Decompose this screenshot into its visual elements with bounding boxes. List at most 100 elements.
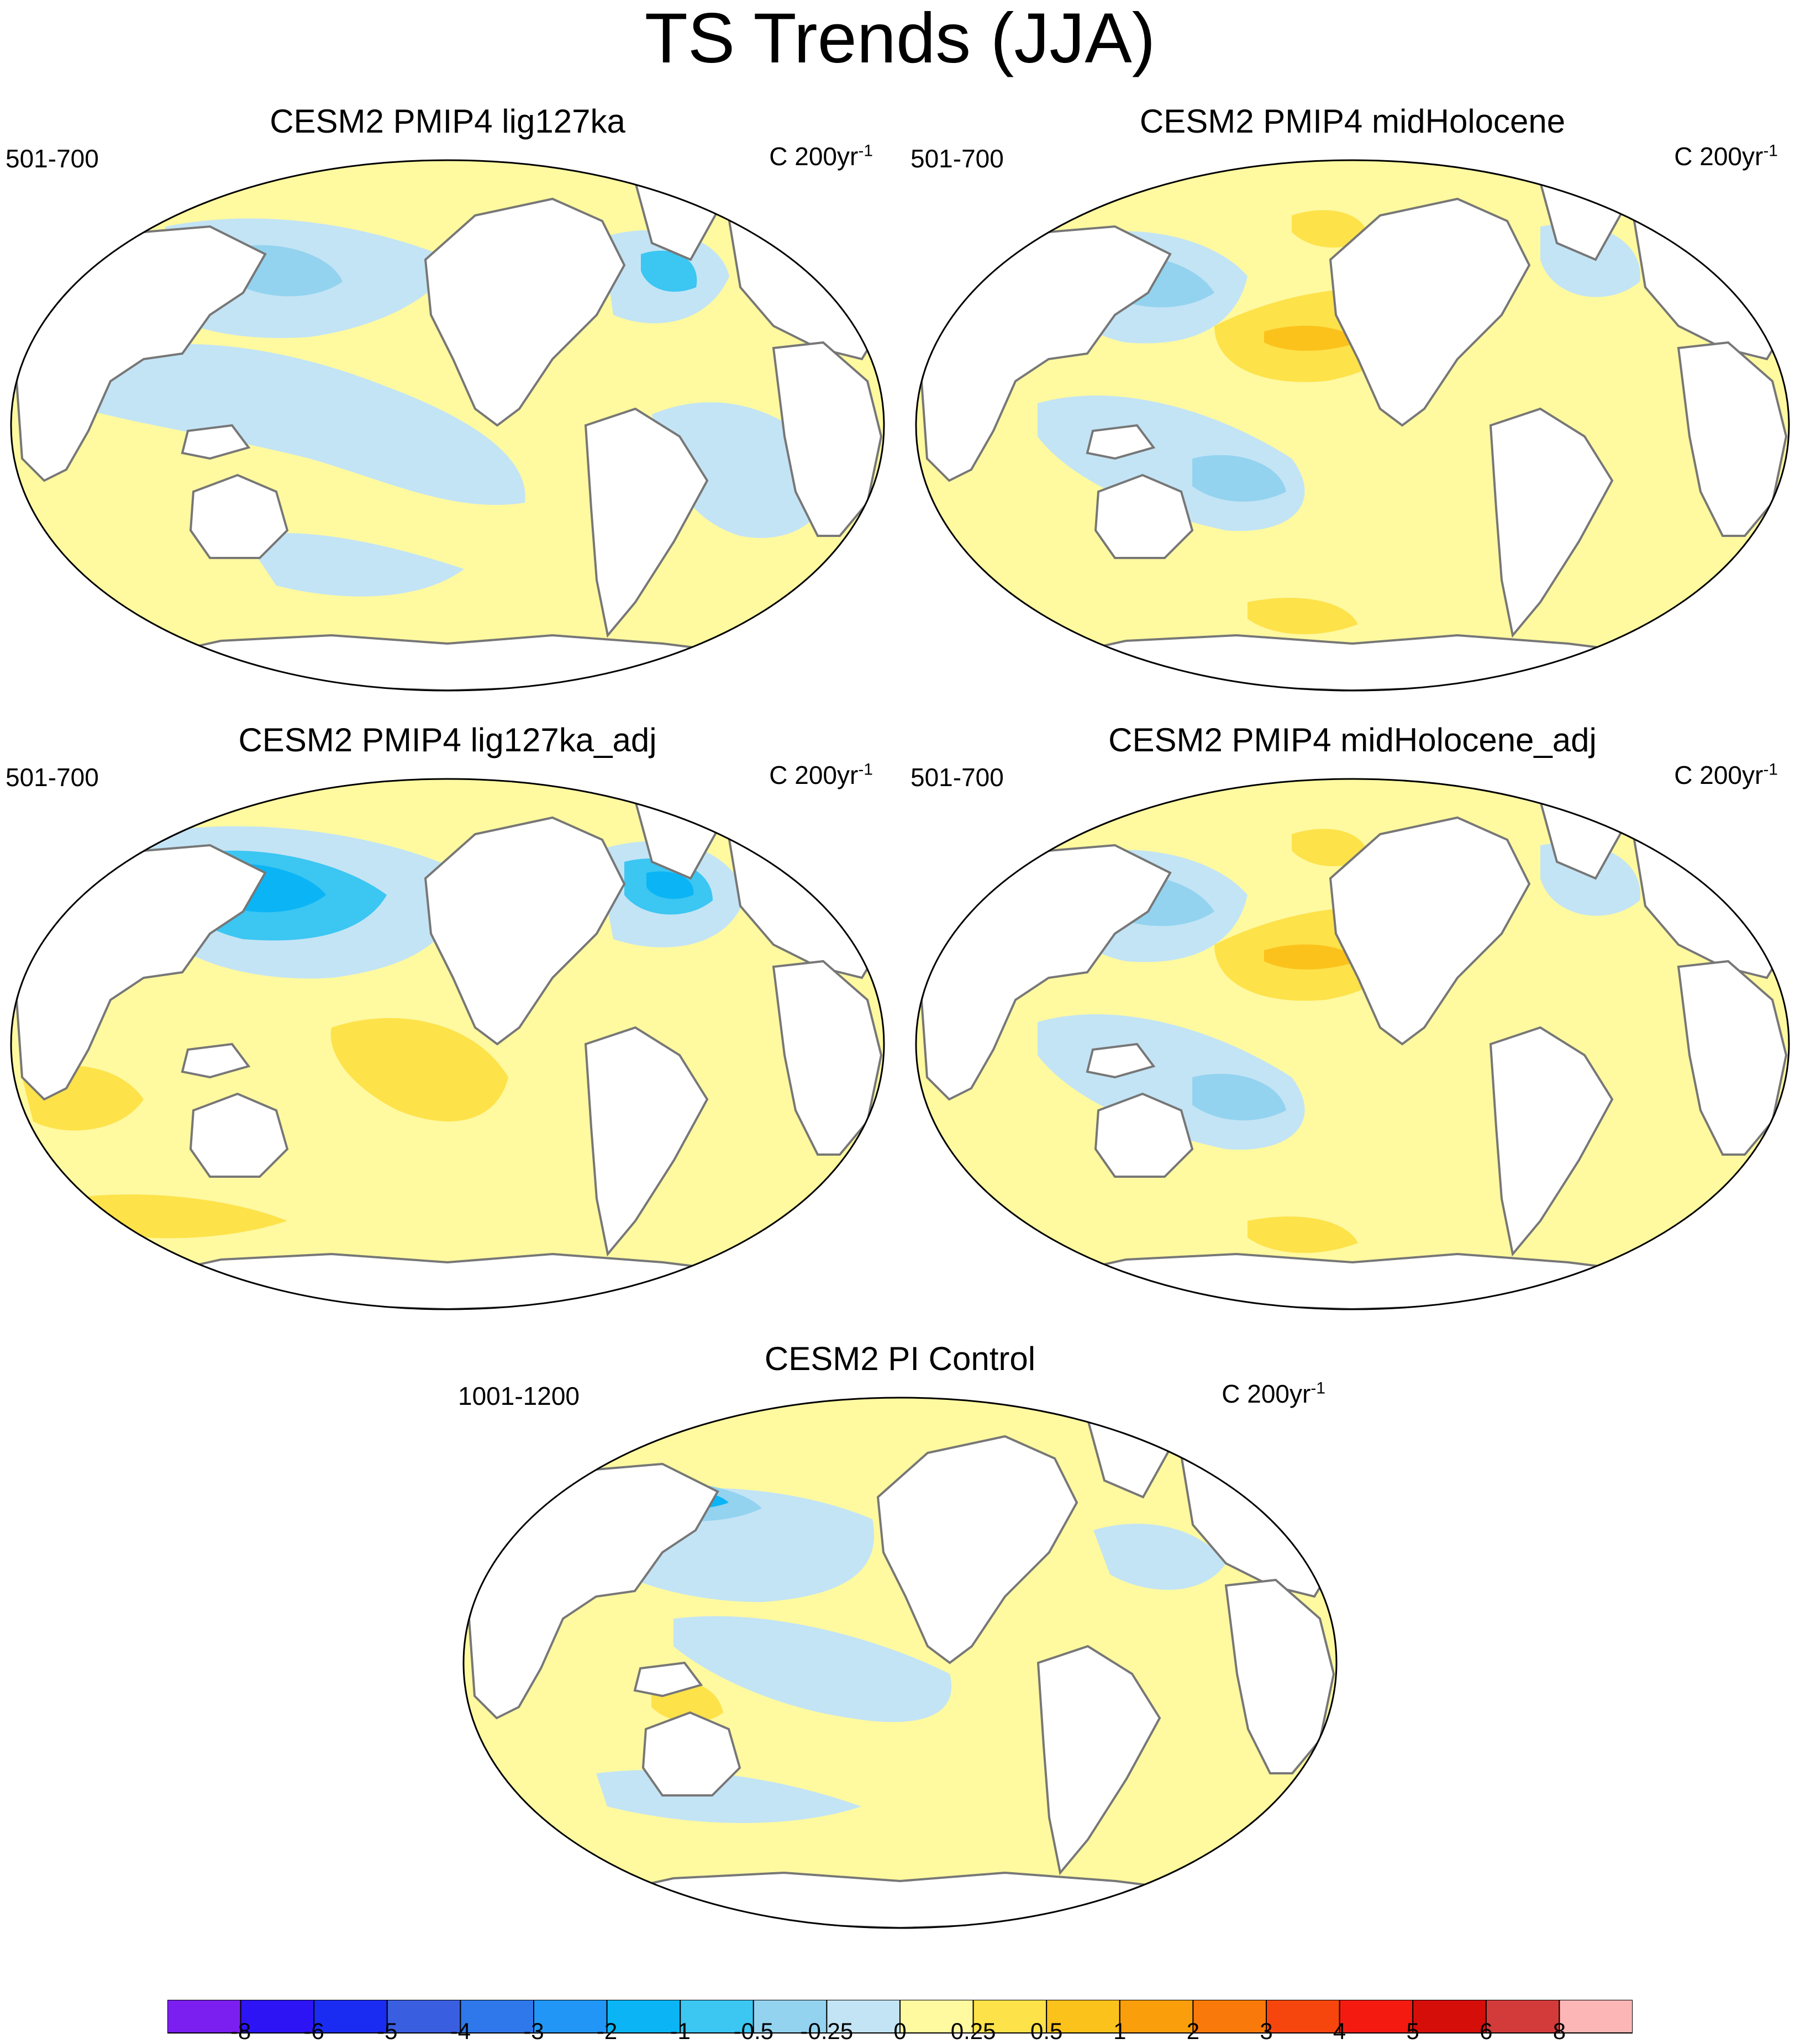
map-midholocene xyxy=(915,159,1790,692)
colorbar-tick-label: 3 xyxy=(1260,2018,1273,2044)
units-label: C 200yr-1 xyxy=(1674,141,1778,171)
anomaly-region xyxy=(1248,598,1358,635)
colorbar-box xyxy=(1046,2000,1120,2034)
land-maritime-continent xyxy=(181,424,251,460)
year-range: 1001-1200 xyxy=(458,1382,580,1410)
anomaly-region xyxy=(1264,325,1358,351)
year-range: 501-700 xyxy=(910,144,1004,173)
anomaly-region xyxy=(83,344,525,505)
colorbar-box xyxy=(972,2000,1048,2034)
colorbar-tick-label: 1 xyxy=(1113,2018,1127,2044)
colorbar-box xyxy=(460,2000,535,2034)
panel-title: CESM2 PMIP4 lig127ka xyxy=(270,103,625,140)
land-north-america xyxy=(424,816,626,1046)
anomaly-region xyxy=(646,871,694,899)
anomaly-region xyxy=(1093,1524,1226,1590)
colorbar-tick-label: -5 xyxy=(377,2018,398,2044)
land-maritime-continent xyxy=(181,1042,251,1079)
anomaly-region xyxy=(1192,455,1286,502)
panel-title: CESM2 PMIP4 midHolocene_adj xyxy=(1108,721,1597,758)
colorbar-tick-label: -3 xyxy=(523,2018,544,2044)
map-border xyxy=(915,159,1790,692)
land-south-america xyxy=(1036,1645,1161,1876)
land-north-america xyxy=(424,197,626,427)
land-maritime-continent xyxy=(1086,1042,1156,1079)
land-maritime-continent xyxy=(633,1661,703,1698)
colorbar-tick-label: 4 xyxy=(1333,2018,1346,2044)
land-south-america xyxy=(1489,407,1614,638)
land-australia xyxy=(1094,1092,1194,1178)
land-africa xyxy=(1224,1578,1335,1774)
land-australia xyxy=(189,473,289,559)
land-australia xyxy=(641,1711,741,1797)
year-range: 501-700 xyxy=(910,763,1004,792)
anomaly-region xyxy=(641,250,697,292)
colorbar-labels: -8 -6 -5 -4 -3 -2 -1 -0.5 -0.25 0 0.25 0.5 1 2 3 4 5 6 8 xyxy=(0,2019,1800,2044)
land-australia xyxy=(1094,473,1194,559)
land-north-america xyxy=(876,1435,1078,1664)
colorbar-box xyxy=(1485,2000,1560,2034)
colorbar-tick-label: 8 xyxy=(1552,2018,1566,2044)
map-pi-control xyxy=(462,1397,1338,1929)
colorbar-box xyxy=(1192,2000,1267,2034)
map-border xyxy=(462,1397,1338,1929)
land-maritime-continent xyxy=(1086,424,1156,460)
colorbar-tick-label: -1 xyxy=(670,2018,691,2044)
panel-midholocene-adj: CESM2 PMIP4 midHolocene_adj 501-700 C 20… xyxy=(905,718,1800,1331)
year-range: 501-700 xyxy=(6,144,99,173)
colorbar-tick-label: -0.25 xyxy=(800,2018,854,2044)
land-africa xyxy=(1677,341,1788,537)
panel-title: CESM2 PMIP4 lig127ka_adj xyxy=(238,721,657,758)
colorbar-tick-label: -8 xyxy=(230,2018,251,2044)
map-lig127ka-adj xyxy=(10,778,885,1310)
colorbar-tick-label: -4 xyxy=(450,2018,471,2044)
colorbar xyxy=(167,2000,1633,2034)
panel-title: CESM2 PMIP4 midHolocene xyxy=(1139,103,1566,140)
colorbar-box xyxy=(313,2000,388,2034)
land-south-america xyxy=(584,407,709,638)
units-label: C 200yr-1 xyxy=(769,760,873,789)
land-south-america xyxy=(1489,1026,1614,1257)
map-midholocene-adj xyxy=(915,778,1790,1310)
anomaly-region xyxy=(330,1018,508,1121)
colorbar-box xyxy=(240,2000,315,2034)
land-australia xyxy=(189,1092,289,1178)
map-lig127ka xyxy=(10,159,885,692)
anomaly-region xyxy=(1264,944,1358,970)
colorbar-box xyxy=(386,2000,461,2034)
colorbar-tick-label: 6 xyxy=(1480,2018,1493,2044)
colorbar-tick-label: -0.5 xyxy=(733,2018,773,2044)
panel-pi-control: CESM2 PI Control 1001-1200 C 200yr-1 xyxy=(452,1337,1348,1950)
colorbar-box xyxy=(167,2000,241,2034)
colorbar-box xyxy=(1559,2000,1633,2034)
anomaly-region xyxy=(673,1616,952,1722)
panel-title: CESM2 PI Control xyxy=(764,1340,1036,1377)
map-border xyxy=(10,159,885,692)
map-border xyxy=(915,778,1790,1310)
colorbar-box xyxy=(899,2000,974,2034)
panel-midholocene: CESM2 PMIP4 midHolocene 501-700 C 200yr-… xyxy=(905,99,1800,713)
year-range: 501-700 xyxy=(6,763,99,792)
panel-lig127ka-adj: CESM2 PMIP4 lig127ka_adj 501-700 C 200yr… xyxy=(0,718,895,1331)
colorbar-box xyxy=(606,2000,681,2034)
colorbar-tick-label: -6 xyxy=(303,2018,324,2044)
colorbar-tick-label: 5 xyxy=(1406,2018,1419,2044)
units-label: C 200yr-1 xyxy=(769,141,873,171)
units-label: C 200yr-1 xyxy=(1222,1379,1325,1408)
colorbar-box xyxy=(1412,2000,1487,2034)
colorbar-box xyxy=(533,2000,608,2034)
figure-title: TS Trends (JJA) xyxy=(644,0,1156,78)
land-north-america xyxy=(1329,197,1531,427)
anomaly-region xyxy=(243,533,464,597)
colorbar-tick-label: 0 xyxy=(893,2018,907,2044)
anomaly-region xyxy=(1292,829,1369,867)
colorbar-tick-label: 0.5 xyxy=(1030,2018,1063,2044)
colorbar-box xyxy=(1339,2000,1414,2034)
colorbar-tick-label: -2 xyxy=(596,2018,618,2044)
land-africa xyxy=(772,960,883,1156)
panel-lig127ka: CESM2 PMIP4 lig127ka 501-700 C 200yr-1 xyxy=(0,99,895,713)
colorbar-tick-label: 2 xyxy=(1186,2018,1200,2044)
map-border xyxy=(10,778,885,1310)
units-label: C 200yr-1 xyxy=(1674,760,1778,789)
land-africa xyxy=(1677,960,1788,1156)
